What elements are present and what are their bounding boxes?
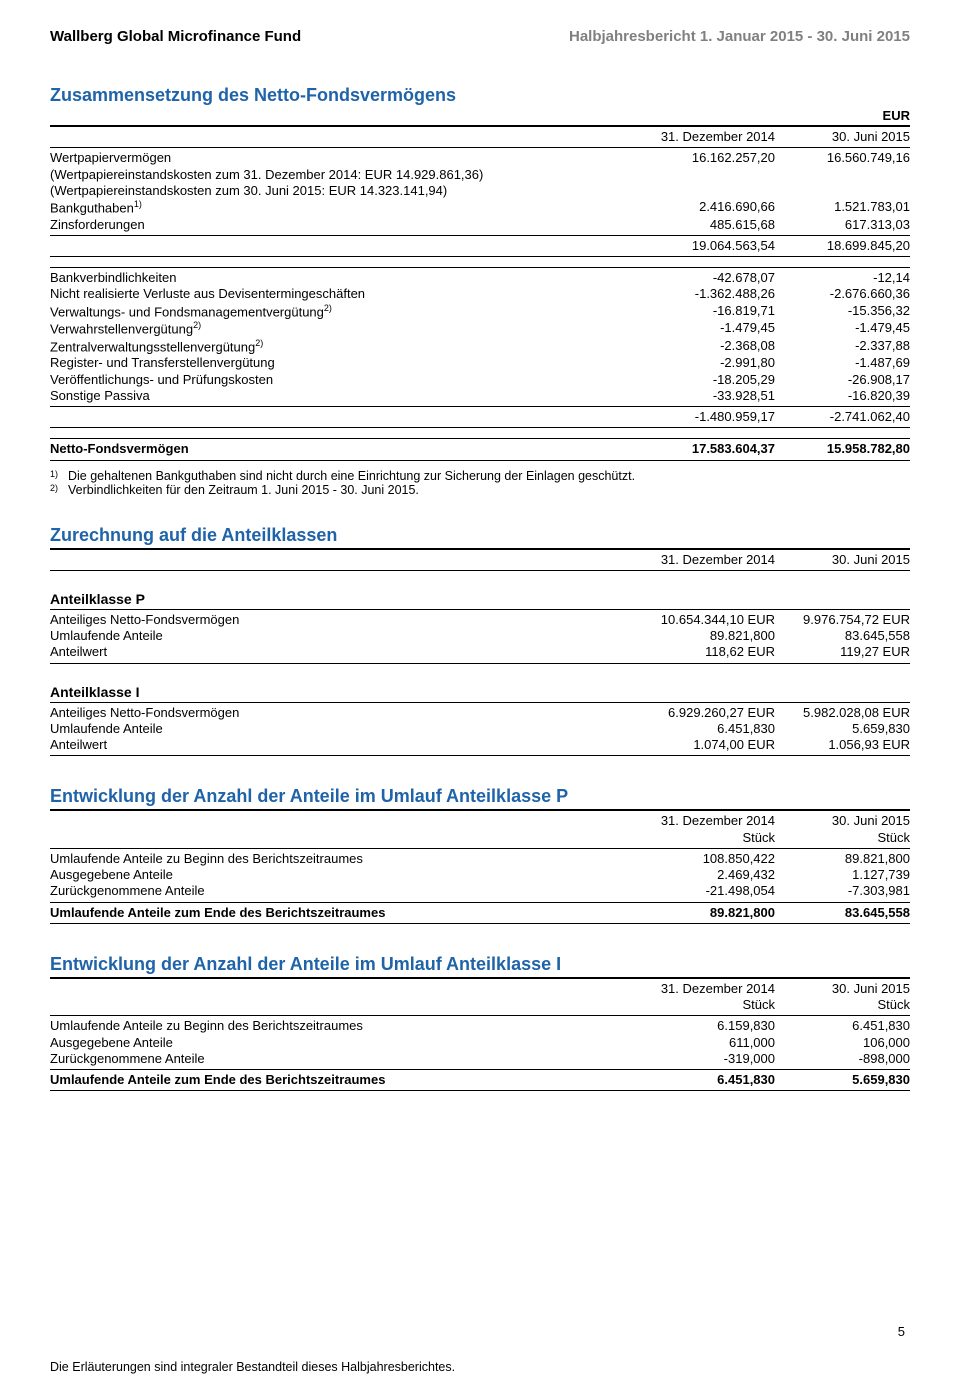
table-row: Verwahrstellenvergütung2)-1.479,45-1.479… — [50, 320, 910, 338]
table-row: Umlaufende Anteile6.451,8305.659,830 — [50, 721, 910, 737]
table-row: Verwaltungs- und Fondsmanagementvergütun… — [50, 303, 910, 321]
fund-name: Wallberg Global Microfinance Fund — [50, 28, 301, 45]
s3-table: Umlaufende Anteile zu Beginn des Bericht… — [50, 851, 910, 900]
table-row: Zurückgenommene Anteile-319,000-898,000 — [50, 1051, 910, 1067]
table-row: Ausgegebene Anteile611,000106,000 — [50, 1035, 910, 1051]
table-row: Umlaufende Anteile zu Beginn des Bericht… — [50, 1018, 910, 1034]
section3-title: Entwicklung der Anzahl der Anteile im Um… — [50, 786, 910, 807]
class-p-title: Anteilklasse P — [50, 591, 910, 607]
section4-title: Entwicklung der Anzahl der Anteile im Um… — [50, 954, 910, 975]
table-row: Zentralverwaltungsstellenvergütung2)-2.3… — [50, 338, 910, 356]
report-subtitle: Halbjahresbericht 1. Januar 2015 - 30. J… — [569, 28, 910, 45]
table-row: Anteilwert118,62 EUR119,27 EUR — [50, 644, 910, 660]
table-row: Ausgegebene Anteile2.469,4321.127,739 — [50, 867, 910, 883]
class-p-table: Anteiliges Netto-Fondsvermögen10.654.344… — [50, 612, 910, 661]
section2-title: Zurechnung auf die Anteilklassen — [50, 525, 910, 546]
table-row: Umlaufende Anteile89.821,80083.645,558 — [50, 628, 910, 644]
class-i-table: Anteiliges Netto-Fondsvermögen6.929.260,… — [50, 705, 910, 754]
table-row: Wertpapiervermögen16.162.257,2016.560.74… — [50, 150, 910, 166]
footnotes: 1)Die gehaltenen Bankguthaben sind nicht… — [50, 469, 910, 497]
class-i-title: Anteilklasse I — [50, 684, 910, 700]
table-row: Anteiliges Netto-Fondsvermögen6.929.260,… — [50, 705, 910, 721]
s1-header-table: 31. Dezember 201430. Juni 2015 — [50, 129, 910, 145]
table-row: Register- und Transferstellenvergütung-2… — [50, 355, 910, 371]
table-row: Sonstige Passiva-33.928,51-16.820,39 — [50, 388, 910, 404]
table-row: Nicht realisierte Verluste aus Devisente… — [50, 286, 910, 302]
page-header: Wallberg Global Microfinance Fund Halbja… — [50, 28, 910, 45]
s1-liabilities-table: Bankverbindlichkeiten-42.678,07-12,14 Ni… — [50, 270, 910, 404]
table-row: Umlaufende Anteile zu Beginn des Bericht… — [50, 851, 910, 867]
table-row: Zinsforderungen485.615,68617.313,03 — [50, 217, 910, 233]
bottom-note: Die Erläuterungen sind integraler Bestan… — [50, 1360, 455, 1374]
section1-title: Zusammensetzung des Netto-Fondsvermögens — [50, 85, 910, 106]
s4-table: Umlaufende Anteile zu Beginn des Bericht… — [50, 1018, 910, 1067]
table-row: (Wertpapiereinstandskosten zum 30. Juni … — [50, 183, 910, 199]
table-row: Bankverbindlichkeiten-42.678,07-12,14 — [50, 270, 910, 286]
s1-assets-table: Wertpapiervermögen16.162.257,2016.560.74… — [50, 150, 910, 233]
table-row: Veröffentlichungs- und Prüfungskosten-18… — [50, 372, 910, 388]
table-row: Anteiliges Netto-Fondsvermögen10.654.344… — [50, 612, 910, 628]
table-row: Anteilwert1.074,00 EUR1.056,93 EUR — [50, 737, 910, 753]
table-row: Bankguthaben1)2.416.690,661.521.783,01 — [50, 199, 910, 217]
page-number: 5 — [898, 1324, 905, 1339]
table-row: (Wertpapiereinstandskosten zum 31. Dezem… — [50, 167, 910, 183]
table-row: Zurückgenommene Anteile-21.498,054-7.303… — [50, 883, 910, 899]
currency-label: EUR — [50, 108, 910, 123]
